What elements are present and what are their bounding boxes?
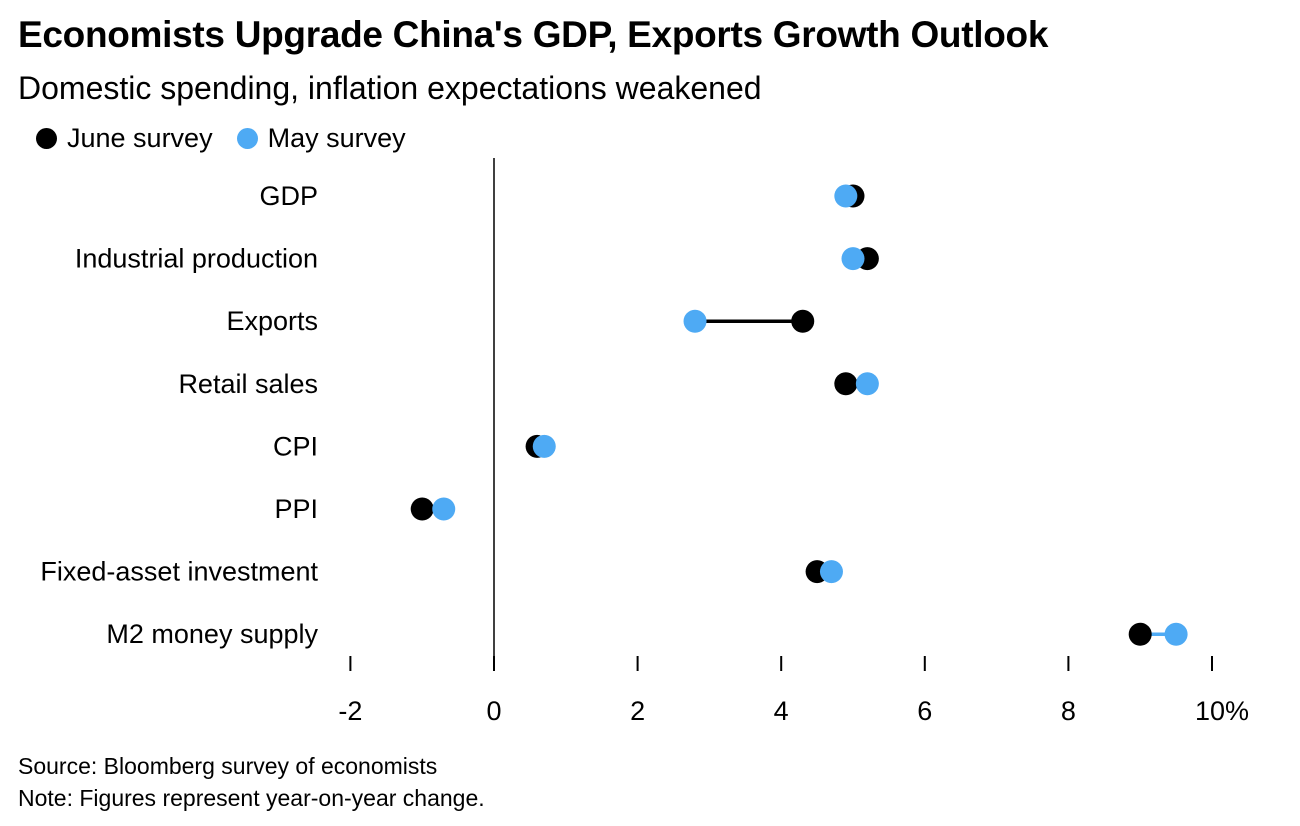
may-dot: [432, 497, 456, 521]
legend-dot-may: [236, 128, 258, 149]
legend-item-may: May survey: [236, 123, 406, 154]
x-tick-label: 2: [630, 696, 645, 726]
chart-title: Economists Upgrade China's GDP, Exports …: [18, 14, 1049, 55]
source-note: Source: Bloomberg survey of economists: [18, 753, 438, 779]
category-label: Exports: [226, 306, 318, 336]
legend-dot-june: [36, 128, 57, 149]
x-tick-label: 8: [1061, 696, 1076, 726]
may-dot: [819, 560, 843, 584]
x-tick-label: 6: [917, 696, 932, 726]
may-dot: [683, 309, 707, 333]
x-tick-label: 10%: [1195, 696, 1249, 726]
figures-note: Note: Figures represent year-on-year cha…: [18, 785, 485, 811]
category-label: Retail sales: [178, 369, 318, 399]
june-dot: [410, 497, 434, 521]
legend-label-may: May survey: [267, 123, 406, 153]
may-dot: [532, 434, 556, 458]
legend: June survey May survey: [36, 123, 430, 154]
category-label: Fixed-asset investment: [40, 557, 318, 587]
category-label: M2 money supply: [106, 619, 318, 649]
may-dot: [841, 247, 865, 271]
legend-label-june: June survey: [67, 123, 213, 153]
june-dot: [834, 372, 858, 396]
x-tick-label: 0: [486, 696, 501, 726]
may-dot: [855, 372, 879, 396]
may-dot: [834, 184, 858, 208]
category-label: GDP: [259, 181, 318, 211]
june-dot: [1128, 622, 1152, 646]
june-dot: [791, 309, 815, 333]
may-dot: [1164, 622, 1188, 646]
x-tick-label: 4: [774, 696, 789, 726]
dot-plot-chart: -2 0 2 4 6 8 10% GDP Industrial production Export…: [40, 158, 1249, 726]
category-label: PPI: [274, 494, 318, 524]
chart-subtitle: Domestic spending, inflation expectation…: [18, 70, 762, 106]
category-label: CPI: [273, 431, 318, 461]
legend-item-june: June survey: [36, 123, 213, 154]
x-tick-label: -2: [338, 696, 362, 726]
category-label: Industrial production: [75, 244, 318, 274]
